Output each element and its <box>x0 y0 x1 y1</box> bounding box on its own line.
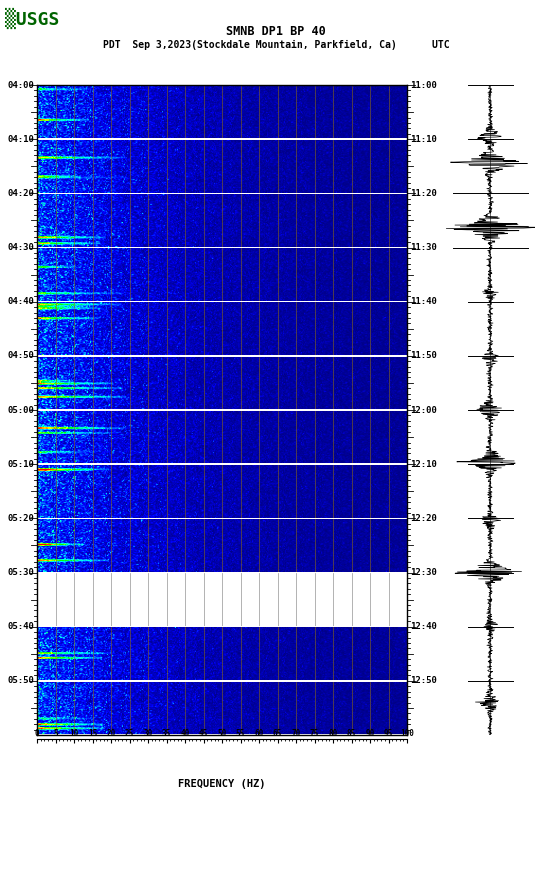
Text: 12:50: 12:50 <box>410 676 437 685</box>
Text: 04:40: 04:40 <box>7 297 34 306</box>
Text: 04:00: 04:00 <box>7 80 34 89</box>
Text: SMNB DP1 BP 40: SMNB DP1 BP 40 <box>226 25 326 38</box>
Text: 11:00: 11:00 <box>410 80 437 89</box>
Text: 12:10: 12:10 <box>410 460 437 469</box>
Text: 12:30: 12:30 <box>410 568 437 577</box>
Text: 05:30: 05:30 <box>7 568 34 577</box>
Text: 05:20: 05:20 <box>7 513 34 522</box>
Text: 11:50: 11:50 <box>410 351 437 361</box>
Text: 05:00: 05:00 <box>7 405 34 414</box>
Text: ▒USGS: ▒USGS <box>5 7 60 29</box>
Text: 05:10: 05:10 <box>7 460 34 469</box>
Text: 12:00: 12:00 <box>410 405 437 414</box>
Text: FREQUENCY (HZ): FREQUENCY (HZ) <box>178 779 266 789</box>
Text: 11:10: 11:10 <box>410 135 437 144</box>
Text: 04:50: 04:50 <box>7 351 34 361</box>
Text: 05:40: 05:40 <box>7 622 34 631</box>
Text: PDT  Sep 3,2023(Stockdale Mountain, Parkfield, Ca)      UTC: PDT Sep 3,2023(Stockdale Mountain, Parkf… <box>103 39 449 50</box>
Text: 12:20: 12:20 <box>410 513 437 522</box>
Text: 12:40: 12:40 <box>410 622 437 631</box>
Text: 04:30: 04:30 <box>7 243 34 252</box>
Text: 11:40: 11:40 <box>410 297 437 306</box>
Text: 11:20: 11:20 <box>410 188 437 198</box>
Text: 05:50: 05:50 <box>7 676 34 685</box>
Text: 04:20: 04:20 <box>7 188 34 198</box>
Text: 04:10: 04:10 <box>7 135 34 144</box>
Text: 11:30: 11:30 <box>410 243 437 252</box>
